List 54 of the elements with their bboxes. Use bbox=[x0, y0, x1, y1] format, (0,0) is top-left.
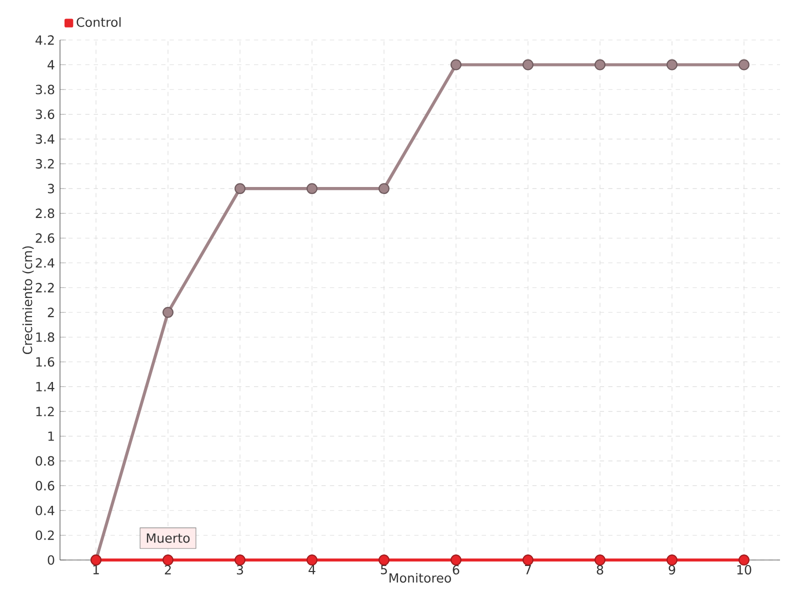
x-tick-label: 3 bbox=[236, 564, 244, 575]
y-tick-label: 0.6 bbox=[36, 480, 54, 490]
x-tick-label: 2 bbox=[164, 564, 171, 574]
y-tick-label: 1.4 bbox=[36, 382, 54, 392]
point bbox=[162, 306, 174, 318]
y-tick-label: 2.8 bbox=[36, 208, 54, 218]
y-tick-label: 0.2 bbox=[36, 530, 54, 540]
y-tick-label: 3.4 bbox=[36, 134, 54, 144]
y-tick-label: 2.4 bbox=[36, 258, 54, 268]
point bbox=[306, 183, 318, 194]
point bbox=[738, 554, 750, 566]
legend-label: Control bbox=[76, 17, 121, 27]
point bbox=[378, 183, 390, 194]
y-tick-label: 3.8 bbox=[36, 84, 54, 94]
y-tick-label: 2.6 bbox=[36, 233, 54, 243]
x-tick-label: 10 bbox=[737, 564, 752, 575]
y-tick-label: 3.2 bbox=[36, 159, 54, 169]
y-tick-label: 3.6 bbox=[36, 110, 54, 120]
x-tick-label: 6 bbox=[452, 564, 460, 575]
y-tick-label: 2.2 bbox=[36, 282, 54, 292]
point bbox=[666, 59, 678, 70]
point bbox=[738, 59, 750, 70]
point bbox=[522, 554, 534, 566]
point bbox=[594, 59, 606, 70]
y-tick-label: 0.4 bbox=[36, 506, 54, 516]
point bbox=[522, 59, 534, 70]
y-tick-label: 1.8 bbox=[36, 332, 54, 342]
y-tick-label: 2 bbox=[48, 308, 54, 318]
point bbox=[234, 183, 246, 194]
y-tick-label: 3 bbox=[48, 184, 54, 194]
point bbox=[162, 554, 174, 566]
point bbox=[450, 554, 462, 566]
y-tick-label: 1 bbox=[48, 432, 54, 441]
x-axis-title: Monitoreo bbox=[390, 572, 452, 583]
y-tick-label: 1.2 bbox=[36, 406, 54, 416]
y-tick-label: 0 bbox=[48, 555, 54, 565]
point bbox=[594, 554, 606, 566]
x-tick-label: 8 bbox=[596, 564, 604, 575]
y-tick-label: 4.2 bbox=[36, 35, 54, 45]
point bbox=[450, 59, 462, 70]
point bbox=[378, 554, 390, 566]
point bbox=[306, 554, 318, 566]
point bbox=[234, 554, 246, 566]
y-axis-title: Crecimiento (cm) bbox=[22, 246, 34, 354]
x-tick-label: 9 bbox=[668, 564, 676, 575]
y-tick-label: 1.6 bbox=[36, 357, 54, 367]
x-tick-label: 4 bbox=[308, 564, 316, 574]
x-tick-label: 7 bbox=[525, 564, 531, 574]
point bbox=[666, 554, 678, 566]
y-tick-label: 4 bbox=[48, 60, 54, 70]
x-tick-label: 1 bbox=[93, 564, 99, 574]
y-tick-label: 0.8 bbox=[36, 456, 54, 466]
x-tick-label: 5 bbox=[380, 564, 387, 574]
annotation: Muerto bbox=[146, 533, 190, 543]
